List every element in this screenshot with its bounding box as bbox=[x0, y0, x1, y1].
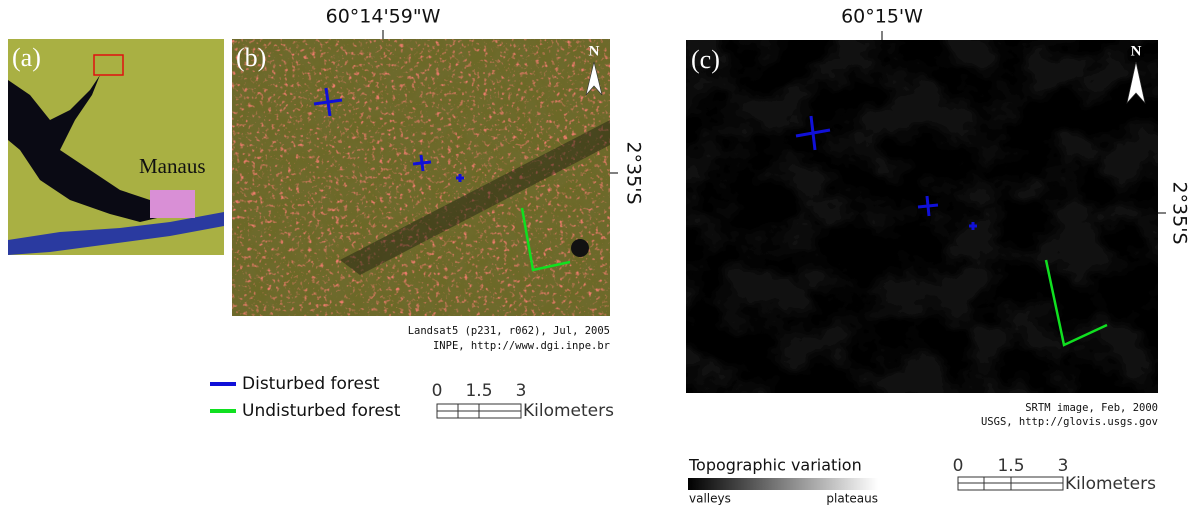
colorbar-high: plateaus bbox=[826, 492, 878, 506]
legend-label: Disturbed forest bbox=[242, 374, 380, 394]
elevation bbox=[686, 40, 1158, 393]
north-arrow-icon bbox=[585, 61, 603, 96]
scale-bar: 0 1.5 3 Kilometers bbox=[953, 456, 1157, 494]
colorbar: Topographic variation valleys plateaus bbox=[688, 456, 878, 506]
place-name: Manaus bbox=[139, 154, 206, 178]
legend: Disturbed forest Undisturbed forest bbox=[210, 374, 401, 421]
north-arrow-icon bbox=[1126, 61, 1146, 105]
undisturbed-transect bbox=[520, 207, 571, 272]
legend-label: Undisturbed forest bbox=[242, 401, 401, 421]
river bbox=[8, 75, 170, 222]
texture bbox=[232, 39, 610, 316]
valley-shadow bbox=[340, 120, 610, 275]
scale-unit: Kilometers bbox=[1065, 474, 1156, 494]
scale-boxes bbox=[436, 403, 522, 419]
scale-unit: Kilometers bbox=[523, 401, 614, 421]
latitude-label: 2°35'S bbox=[623, 141, 645, 204]
longitude-label: 60°14'59"W bbox=[326, 6, 441, 28]
pond bbox=[571, 239, 589, 257]
north-arrow: N bbox=[589, 43, 600, 59]
credit: SRTM image, Feb, 2000 bbox=[1025, 402, 1158, 414]
disturbed-sites bbox=[795, 115, 977, 230]
colorbar-low: valleys bbox=[689, 492, 731, 506]
disturbed-sites bbox=[313, 87, 464, 182]
latitude-label: 2°35'S bbox=[1169, 181, 1189, 244]
study-area-box bbox=[93, 54, 124, 76]
scale-tick: 1.5 bbox=[465, 381, 492, 401]
longitude-label: 60°15'W bbox=[841, 6, 923, 28]
panel-a: (a) Manaus bbox=[8, 39, 224, 255]
undisturbed-transect bbox=[1044, 259, 1108, 347]
credit: USGS, http://glovis.usgs.gov bbox=[981, 416, 1158, 428]
credit: INPE, http://www.dgi.inpe.br bbox=[433, 340, 610, 352]
scale-tick: 1.5 bbox=[997, 456, 1024, 476]
credit: Landsat5 (p231, r062), Jul, 2005 bbox=[408, 325, 610, 337]
scale-tick: 0 bbox=[953, 456, 964, 476]
panel-label: (c) bbox=[691, 45, 720, 74]
panel-label: (b) bbox=[236, 43, 266, 72]
panel-b: (b) N 60°14'59"W 2°35'S Landsat5 (p231, … bbox=[232, 6, 645, 352]
scale-boxes bbox=[957, 476, 1064, 491]
urban-area bbox=[150, 190, 195, 218]
scale-tick: 3 bbox=[1058, 456, 1069, 476]
scale-tick: 3 bbox=[516, 381, 527, 401]
north-arrow: N bbox=[1131, 43, 1142, 59]
river bbox=[8, 212, 224, 255]
panel-label: (a) bbox=[12, 43, 41, 72]
scale-bar: 0 1.5 3 Kilometers bbox=[432, 381, 615, 421]
colorbar-title: Topographic variation bbox=[688, 456, 862, 475]
scale-tick: 0 bbox=[432, 381, 443, 401]
colorbar-gradient bbox=[688, 478, 878, 490]
panel-c: (c) N 60°15'W 2°35'S SRTM image, Feb, 20… bbox=[686, 6, 1189, 428]
